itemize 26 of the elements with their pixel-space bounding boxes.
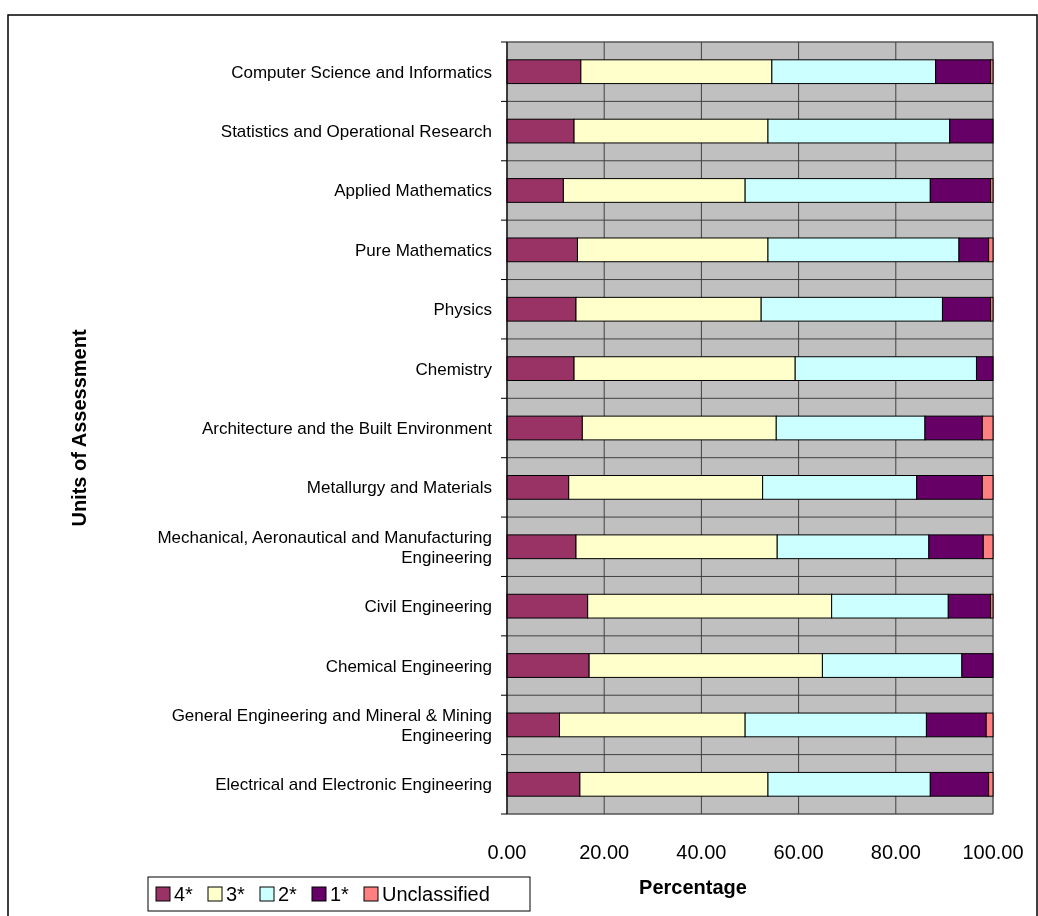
x-tick-label: 20.00 bbox=[579, 841, 630, 863]
legend-label: Unclassified bbox=[382, 883, 490, 905]
legend-label: 3* bbox=[226, 883, 246, 905]
y-tick-label: Chemistry bbox=[415, 359, 493, 379]
y-tick-label: Metallurgy and Materials bbox=[306, 477, 492, 497]
x-tick-label: 0.00 bbox=[487, 841, 527, 863]
x-axis-title: Percentage bbox=[639, 876, 747, 898]
legend-label: 1* bbox=[330, 883, 350, 905]
y-tick-label: General Engineering and Mineral & Mining Engineering bbox=[171, 705, 492, 745]
y-tick-label: Computer Science and Informatics bbox=[231, 62, 492, 82]
y-tick-label: Civil Engineering bbox=[364, 596, 492, 616]
y-axis-title: Units of Assessment bbox=[68, 329, 90, 527]
y-tick-label: Architecture and the Built Environment bbox=[201, 418, 493, 438]
y-tick-label: Electrical and Electronic Engineering bbox=[215, 774, 492, 794]
y-tick-label: Physics bbox=[433, 299, 492, 319]
y-tick-label: Mechanical, Aeronautical and Manufacturing Engineering bbox=[157, 527, 492, 567]
x-tick-label: 40.00 bbox=[676, 841, 727, 863]
y-tick-label: Statistics and Operational Research bbox=[220, 121, 492, 141]
legend-label: 2* bbox=[278, 883, 298, 905]
x-tick-label: 80.00 bbox=[870, 841, 921, 863]
y-tick-label: Applied Mathematics bbox=[334, 180, 492, 200]
x-tick-label: 100.00 bbox=[962, 841, 1024, 863]
y-tick-label: Pure Mathematics bbox=[355, 240, 492, 260]
legend-label: 4* bbox=[174, 883, 194, 905]
x-tick-label: 60.00 bbox=[773, 841, 824, 863]
y-tick-label: Chemical Engineering bbox=[325, 656, 492, 676]
